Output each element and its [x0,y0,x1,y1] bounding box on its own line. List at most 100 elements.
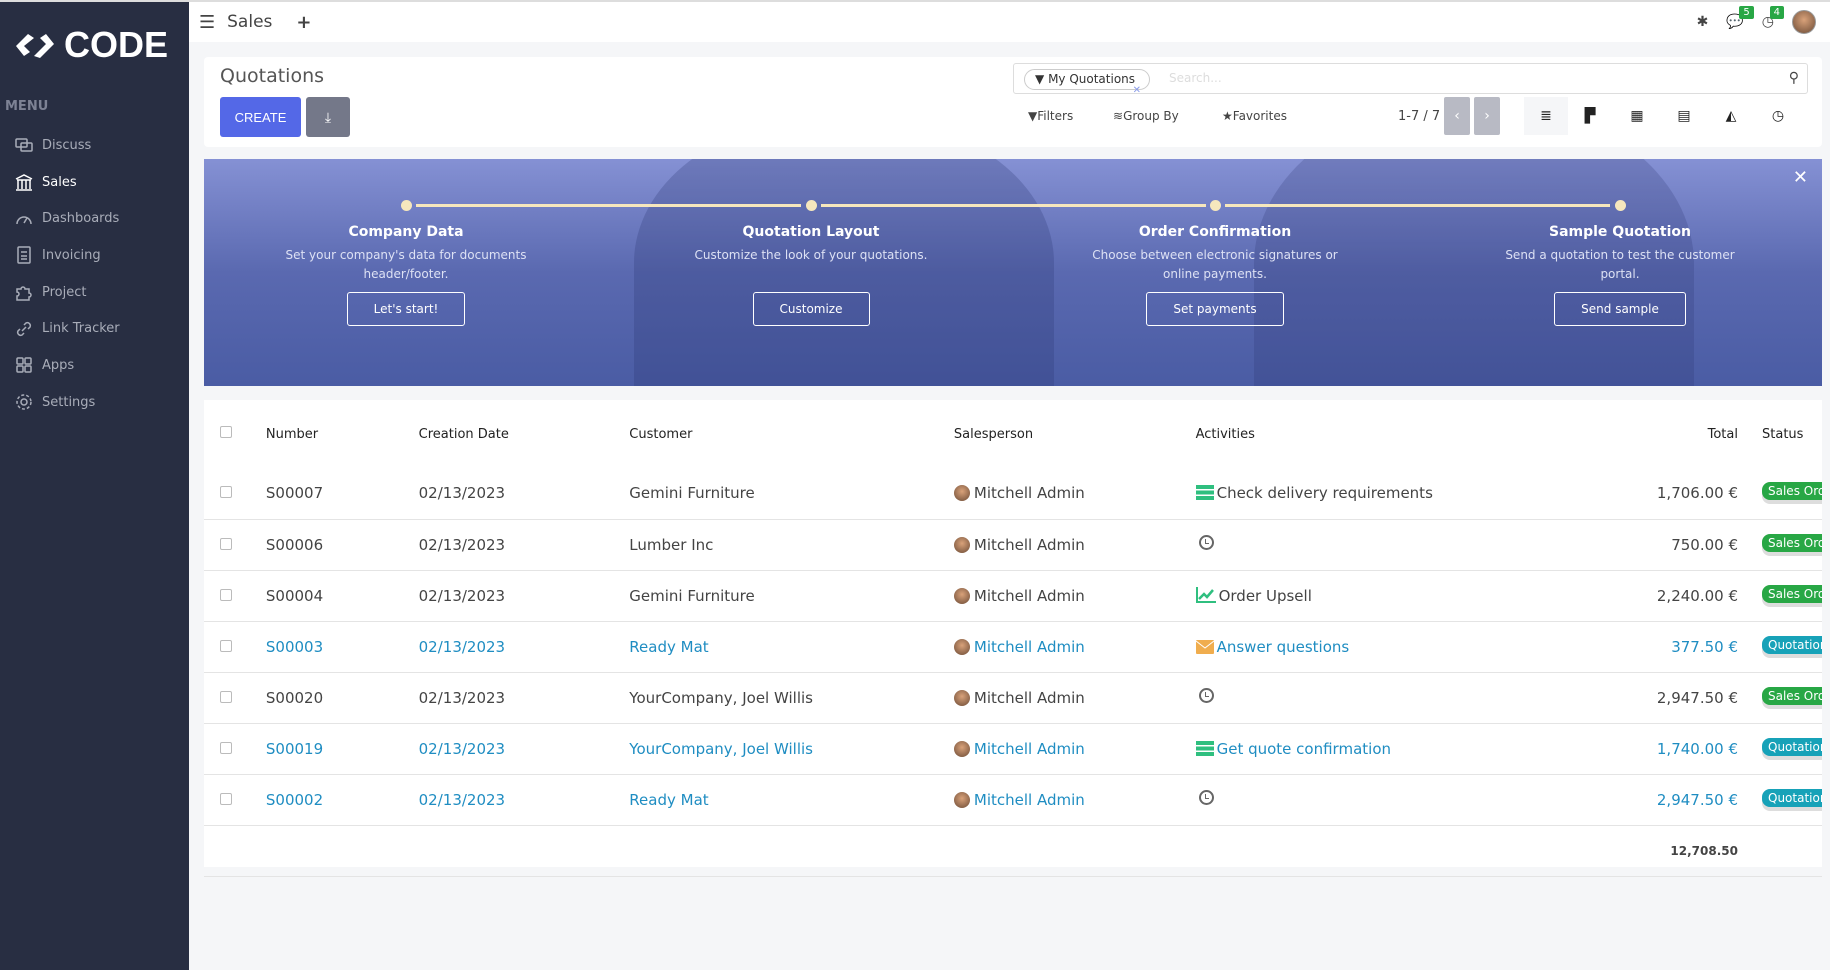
sidebar-item-sales[interactable]: Sales [0,164,189,201]
pivot-view-icon[interactable]: ▤ [1677,108,1691,124]
row-checkbox[interactable] [220,588,232,601]
graph-view-icon[interactable]: ◭ [1725,108,1737,124]
table-row[interactable]: S00007 02/13/2023 Gemini Furniture Mitch… [204,468,1822,520]
order-number: S00019 [265,723,419,775]
activity[interactable] [1195,519,1546,571]
search-input[interactable]: Search... [1169,71,1222,85]
onboarding-banner: Company Data Set your company's data for… [204,159,1822,386]
step-button[interactable]: Let's start! [346,292,466,326]
activity[interactable] [1195,672,1546,724]
group-by-label: Group By [1123,109,1179,123]
table-row[interactable]: S00019 02/13/2023 YourCompany, Joel Will… [204,723,1822,775]
activities-count: 4 [1769,6,1784,19]
link-icon [16,321,32,336]
status-badge: Sales Order [1762,533,1822,552]
plus-icon[interactable]: + [296,11,312,33]
column-status[interactable]: Status [1762,426,1804,442]
row-checkbox[interactable] [220,741,232,754]
pager-previous[interactable]: ‹ [1444,97,1470,135]
column-total[interactable]: Total [1707,426,1738,442]
activity[interactable]: Order Upsell [1195,570,1546,622]
table-row[interactable]: S00020 02/13/2023 YourCompany, Joel Will… [204,672,1822,724]
kanban-view-icon[interactable]: ▛ [1584,108,1596,124]
step-description: Set your company's data for documents he… [285,248,527,281]
app-title[interactable]: Sales [227,12,273,32]
row-checkbox[interactable] [220,690,232,703]
clock-icon[interactable] [1198,688,1214,703]
envelope-icon[interactable] [1195,639,1214,654]
column-number[interactable]: Number [265,426,319,442]
clock-icon[interactable] [1198,535,1214,550]
sidebar-item-apps[interactable]: Apps [0,347,189,384]
pager-value[interactable]: 1-7 / 7 [1398,109,1441,124]
step-button[interactable]: Set payments [1146,292,1284,326]
activity[interactable]: Get quote confirmation [1195,723,1546,775]
brand-logo[interactable]: CODE [14,24,168,66]
creation-date: 02/13/2023 [418,672,630,724]
activities-button[interactable]: ◷ 4 [1762,6,1784,30]
pager-next[interactable]: › [1474,97,1500,135]
row-checkbox[interactable] [220,486,232,499]
chart-icon[interactable] [1195,586,1216,603]
creation-date: 02/13/2023 [418,570,630,622]
search-bar[interactable]: ▼ My Quotations ✕ Search... ⚲ [1013,63,1808,96]
facet-label: My Quotations [1048,72,1136,86]
table-row[interactable]: S00002 02/13/2023 Ready Mat Mitchell Adm… [204,774,1822,826]
activity[interactable]: Check delivery requirements [1195,468,1546,520]
step-description: Customize the look of your quotations. [694,248,928,262]
step-title: Company Data [348,224,464,240]
tasks-icon[interactable] [1195,485,1214,501]
close-icon[interactable]: ✕ [1792,167,1808,188]
list-view-icon[interactable]: ≣ [1524,97,1568,135]
sidebar-item-project[interactable]: Project [0,274,189,311]
activity[interactable] [1195,774,1546,826]
sidebar-item-settings[interactable]: Settings [0,384,189,421]
filters-button[interactable]: ▼Filters [1028,109,1074,123]
order-number: S00020 [265,672,419,724]
select-all-checkbox[interactable] [220,426,232,438]
total: 750.00 € [1545,519,1738,571]
column-creation-date[interactable]: Creation Date [418,426,509,442]
hamburger-icon[interactable]: ☰ [199,11,216,33]
column-activities[interactable]: Activities [1195,426,1255,442]
total: 377.50 € [1545,621,1738,673]
sidebar-item-discuss[interactable]: Discuss [0,127,189,164]
tasks-icon[interactable] [1195,740,1214,756]
group-by-button[interactable]: ≋Group By [1113,109,1179,123]
favorites-button[interactable]: ★Favorites [1222,109,1287,123]
row-checkbox[interactable] [220,792,232,805]
column-salesperson[interactable]: Salesperson [953,426,1034,442]
clock-icon[interactable] [1198,790,1214,805]
sidebar-item-invoicing[interactable]: Invoicing [0,237,189,274]
sidebar-item-dashboards[interactable]: Dashboards [0,200,189,237]
activity-view-icon[interactable]: ◷ [1771,108,1785,124]
order-number: S00003 [265,621,419,673]
table-row[interactable]: S00006 02/13/2023 Lumber Inc Mitchell Ad… [204,519,1822,571]
download-button[interactable]: ⤓ [306,97,350,137]
row-checkbox[interactable] [220,537,232,550]
onboarding-step: Sample Quotation Send a quotation to tes… [1490,224,1750,326]
bug-icon[interactable]: ✱ [1696,14,1709,30]
user-avatar[interactable] [1792,10,1816,34]
step-button[interactable]: Send sample [1554,292,1686,326]
search-facet[interactable]: ▼ My Quotations ✕ [1024,69,1151,96]
sum-total: 12,708.50 [1545,825,1738,877]
search-icon[interactable]: ⚲ [1788,70,1799,86]
remove-facet-icon[interactable]: ✕ [1132,85,1142,96]
topbar: ☰ Sales + ✱ 💬 5 ◷ 4 [189,0,1830,42]
avatar [953,485,970,502]
creation-date: 02/13/2023 [418,519,630,571]
avatar [953,740,970,757]
row-checkbox[interactable] [220,639,232,652]
messages-button[interactable]: 💬 5 [1726,6,1754,30]
create-button[interactable]: CREATE [220,97,301,137]
step-button[interactable]: Customize [752,292,870,326]
progress-line [1225,204,1610,207]
calendar-view-icon[interactable]: ▦ [1630,108,1644,124]
table-row[interactable]: S00003 02/13/2023 Ready Mat Mitchell Adm… [204,621,1822,673]
table-row[interactable]: S00004 02/13/2023 Gemini Furniture Mitch… [204,570,1822,622]
column-customer[interactable]: Customer [629,426,693,442]
salesperson-name: Mitchell Admin [973,586,1085,605]
activity[interactable]: Answer questions [1195,621,1546,673]
sidebar-item-link-tracker[interactable]: Link Tracker [0,310,189,347]
